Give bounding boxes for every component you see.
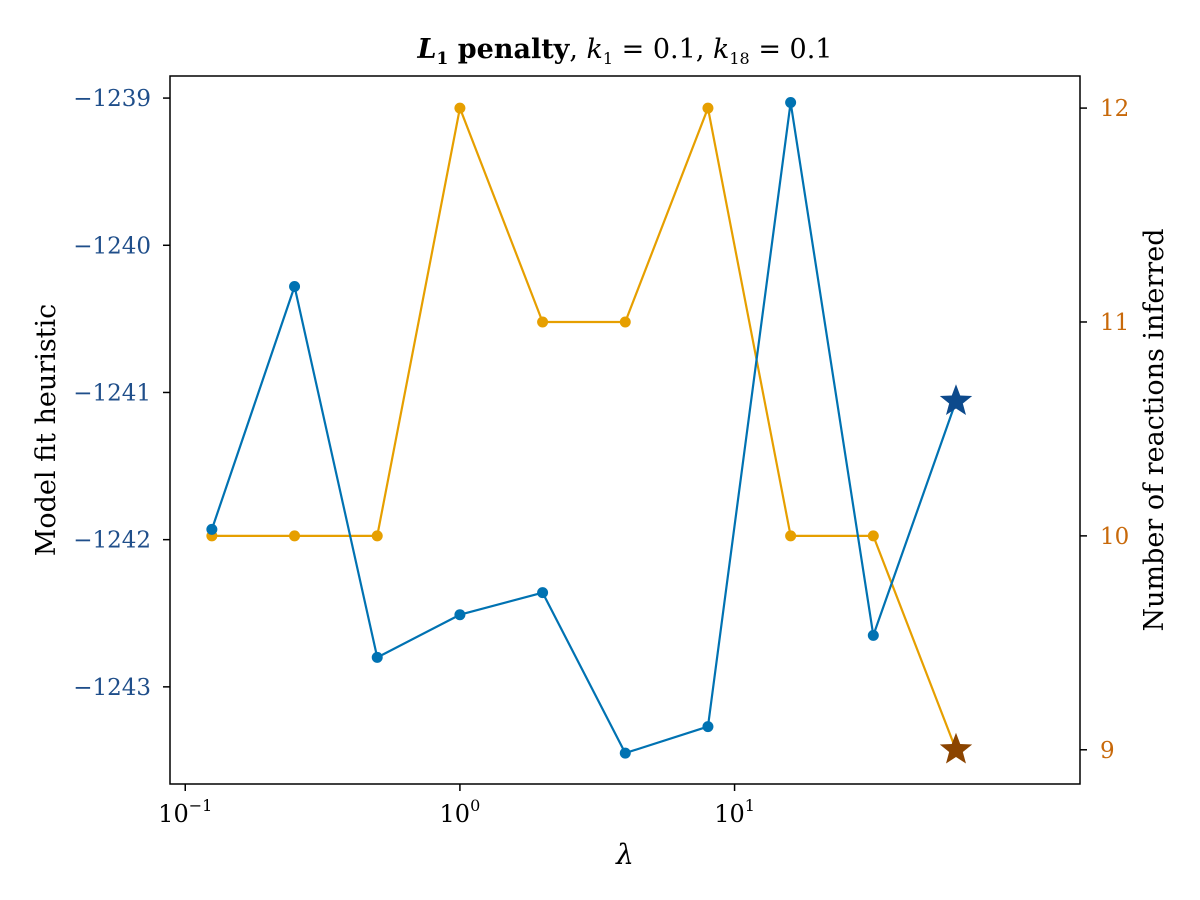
x-axis-label: λ [615,838,634,871]
y-right-tick-label-3: 9 [1100,738,1115,764]
y-right-tick-label-2: 10 [1100,524,1129,550]
title-k1-value: = 0.1 [613,34,696,65]
y-left-tick-label-3: −1242 [73,528,151,554]
title-k18-symbol: k [713,34,729,65]
series-layer [206,96,973,764]
data-point-reactions-8 [867,530,879,542]
data-point-fit-heuristic-0 [206,523,218,535]
y-right-tick-label-0: 12 [1100,96,1129,122]
title-l-symbol: L [417,34,437,65]
plot-frame [169,75,1081,785]
y-axis-label-left: Model fit heuristic [31,304,62,557]
best-star-fit-heuristic [939,384,973,416]
data-point-fit-heuristic-1 [289,280,301,292]
y-left-tick-label-0: −1239 [73,86,151,112]
title-separator-2: , [696,34,713,65]
chart-title: L1 penalty, k1 = 0.1, k18 = 0.1 [417,34,833,69]
data-point-fit-heuristic-8 [867,629,879,641]
data-point-reactions-2 [371,530,383,542]
data-point-reactions-4 [537,316,549,328]
title-separator-1: , [569,34,586,65]
series-fit-heuristic [206,96,973,759]
data-point-fit-heuristic-3 [454,609,466,621]
data-point-fit-heuristic-7 [785,96,797,108]
data-point-fit-heuristic-5 [619,747,631,759]
y-axis-label-right: Number of reactions inferred [1139,229,1170,632]
data-point-fit-heuristic-4 [537,587,549,599]
ticks-layer: 10−1 100 101 −1239 −1240 −1241 −1242 −1243 12 11 1… [73,86,1129,828]
title-k18-subscript: 18 [729,49,749,68]
y-right-tick-label-1: 11 [1100,310,1129,336]
best-star-reactions [939,732,973,764]
data-point-fit-heuristic-2 [371,651,383,663]
series-line-reactions [211,106,958,751]
y-left-tick-label-1: −1240 [73,233,151,259]
data-point-reactions-5 [619,316,631,328]
data-point-reactions-3 [454,102,466,114]
series-reactions [206,102,973,764]
y-left-tick-label-4: −1243 [73,675,151,701]
data-point-reactions-6 [702,102,714,114]
data-point-fit-heuristic-6 [702,721,714,733]
title-k1-subscript: 1 [603,49,613,68]
data-point-reactions-7 [785,530,797,542]
title-k1-symbol: k [587,34,603,65]
x-tick-label-2: 101 [714,796,755,828]
title-l-subscript: 1 [437,49,449,69]
series-line-fit-heuristic [210,101,958,755]
data-point-reactions-1 [289,530,301,542]
x-tick-label-0: 10−1 [158,796,212,828]
svg-text:L1 penalty, k1 = 0.1, k18 = 0.: L1 penalty, k1 = 0.1, k18 = 0.1 [417,34,833,69]
x-tick-label-1: 100 [440,796,481,828]
title-k18-value: = 0.1 [750,34,833,65]
title-penalty: penalty [448,34,570,65]
y-left-tick-label-2: −1241 [73,380,151,406]
